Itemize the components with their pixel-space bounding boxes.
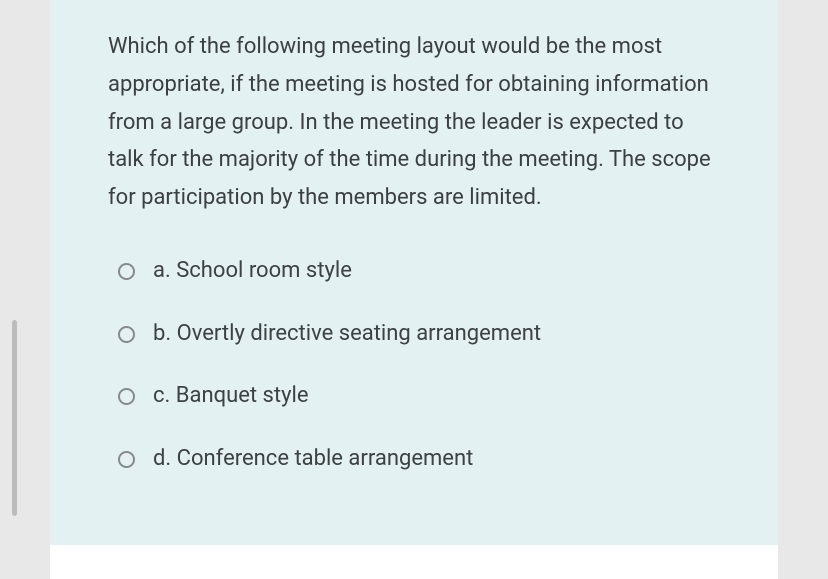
scrollbar-thumb[interactable] [12,320,17,516]
radio-icon[interactable] [118,388,135,405]
option-label: a. School room style [153,257,352,286]
radio-icon[interactable] [118,326,135,343]
question-card: Which of the following meeting layout wo… [50,0,778,545]
option-label: b. Overtly directive seating arrangement [153,320,541,349]
option-a[interactable]: a. School room style [118,257,720,286]
radio-icon[interactable] [118,263,135,280]
option-c[interactable]: c. Banquet style [118,382,720,411]
radio-icon[interactable] [118,451,135,468]
option-label: c. Banquet style [153,382,309,411]
option-b[interactable]: b. Overtly directive seating arrangement [118,320,720,349]
option-d[interactable]: d. Conference table arrangement [118,445,720,474]
options-group: a. School room style b. Overtly directiv… [108,257,720,473]
question-text: Which of the following meeting layout wo… [108,28,720,217]
option-label: d. Conference table arrangement [153,445,473,474]
